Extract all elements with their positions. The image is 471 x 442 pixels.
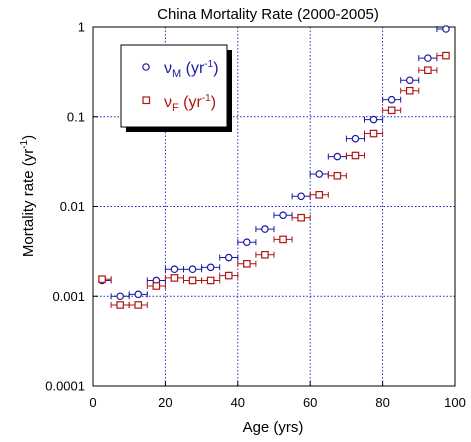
data-point-circle <box>170 265 179 274</box>
data-point-circle <box>116 292 124 301</box>
data-point-square <box>116 301 124 309</box>
x-tick-label: 80 <box>375 395 389 410</box>
data-point-circle <box>333 152 342 161</box>
data-point-square <box>152 282 161 290</box>
data-point-circle <box>387 95 396 104</box>
data-point-square <box>206 276 215 285</box>
data-point-square <box>134 301 143 309</box>
data-point-circle <box>297 192 305 201</box>
series-male <box>98 25 450 301</box>
y-tick-label: 0.001 <box>52 289 85 304</box>
data-point-circle <box>206 263 215 272</box>
data-point-circle <box>279 211 287 219</box>
legend-marker-male <box>142 63 150 71</box>
chart-title: China Mortality Rate (2000-2005) <box>157 6 379 23</box>
y-axis-title-sup: -1 <box>19 139 30 148</box>
data-point-circle <box>369 115 378 124</box>
legend-marker-female <box>142 96 151 105</box>
data-point-square <box>333 171 342 180</box>
data-point-square <box>369 129 378 138</box>
legend: νM (yr-1) νF (yr-1) <box>120 44 232 132</box>
data-point-square <box>297 213 305 222</box>
data-point-circle <box>405 76 414 85</box>
y-axis-title-close: ) <box>20 135 37 140</box>
data-point-square <box>351 151 360 160</box>
x-axis-title: Age (yrs) <box>243 419 304 436</box>
x-tick-label: 100 <box>444 395 466 410</box>
x-tick-label: 60 <box>303 395 317 410</box>
data-point-circle <box>424 54 432 62</box>
data-point-square <box>315 191 324 199</box>
x-tick-label: 20 <box>158 395 172 410</box>
data-point-square <box>98 275 106 283</box>
legend-label-female: νF (yr-1) <box>164 93 216 114</box>
data-series <box>98 25 450 309</box>
legend-label-male: νM (yr-1) <box>164 59 219 80</box>
data-point-circle <box>188 265 197 274</box>
y-tick-label: 1 <box>78 20 85 35</box>
data-point-circle <box>442 25 450 33</box>
data-point-square <box>405 86 414 95</box>
series-female <box>98 51 450 309</box>
x-tick-label: 40 <box>231 395 245 410</box>
y-axis-title-main: Mortality rate (yr <box>20 149 37 257</box>
data-point-circle <box>315 170 324 178</box>
y-tick-label: 0.0001 <box>45 379 85 394</box>
data-point-square <box>243 259 251 268</box>
axis-ticks: 0 20 40 60 80 100 0.0001 0.001 0.01 0.1 1 <box>45 20 466 411</box>
y-tick-label: 0.1 <box>67 109 85 124</box>
data-point-square <box>387 106 396 115</box>
legend-box <box>120 44 228 128</box>
y-tick-label: 0.01 <box>60 199 85 214</box>
data-point-square <box>424 66 432 75</box>
data-point-square <box>170 274 179 282</box>
y-axis-title: Mortality rate (yr-1) <box>19 135 37 257</box>
data-point-circle <box>243 238 251 247</box>
data-point-square <box>188 276 197 285</box>
data-point-square <box>224 271 233 280</box>
data-point-circle <box>261 225 269 233</box>
data-point-square <box>442 51 450 60</box>
x-tick-label: 0 <box>89 395 96 410</box>
data-point-circle <box>134 290 143 299</box>
data-point-square <box>279 235 287 244</box>
data-point-square <box>261 250 269 259</box>
data-point-circle <box>351 134 360 143</box>
data-point-circle <box>224 253 233 262</box>
